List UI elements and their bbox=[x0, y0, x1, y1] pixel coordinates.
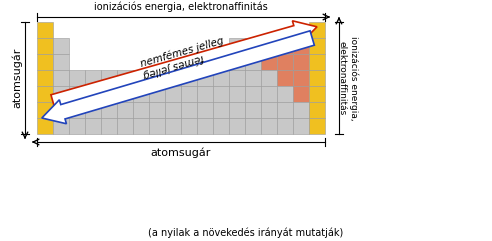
Bar bbox=[229, 102, 245, 118]
Bar bbox=[53, 86, 69, 102]
Bar bbox=[37, 38, 53, 54]
Bar bbox=[69, 70, 85, 86]
Text: atomsugár: atomsugár bbox=[151, 147, 211, 158]
Bar bbox=[229, 54, 245, 70]
Bar bbox=[229, 86, 245, 102]
Bar bbox=[261, 102, 277, 118]
Bar bbox=[149, 102, 165, 118]
Bar bbox=[53, 54, 69, 70]
Bar bbox=[245, 54, 261, 70]
Bar bbox=[101, 118, 117, 134]
Bar bbox=[149, 118, 165, 134]
Text: (a nyilak a növekedés irányát mutatják): (a nyilak a növekedés irányát mutatják) bbox=[149, 228, 343, 238]
Bar bbox=[165, 70, 181, 86]
Bar bbox=[229, 118, 245, 134]
Bar bbox=[261, 86, 277, 102]
Bar bbox=[117, 70, 133, 86]
Bar bbox=[197, 102, 213, 118]
Bar bbox=[277, 102, 293, 118]
Bar bbox=[197, 118, 213, 134]
Bar bbox=[181, 86, 197, 102]
Bar bbox=[133, 86, 149, 102]
Bar bbox=[149, 70, 165, 86]
Bar bbox=[37, 102, 53, 118]
Text: atomsugár: atomsugár bbox=[12, 48, 22, 108]
Bar bbox=[181, 102, 197, 118]
Bar bbox=[277, 54, 293, 70]
Bar bbox=[309, 54, 325, 70]
Bar bbox=[293, 38, 309, 54]
Bar bbox=[117, 118, 133, 134]
Bar bbox=[37, 70, 53, 86]
Bar bbox=[101, 86, 117, 102]
Bar bbox=[213, 70, 229, 86]
Bar bbox=[277, 38, 293, 54]
Bar bbox=[261, 54, 277, 70]
Bar bbox=[53, 38, 69, 54]
Bar bbox=[261, 38, 277, 54]
Bar bbox=[245, 102, 261, 118]
Bar bbox=[165, 118, 181, 134]
Bar bbox=[309, 22, 325, 38]
Bar bbox=[213, 102, 229, 118]
Bar bbox=[309, 86, 325, 102]
Bar bbox=[85, 102, 101, 118]
Bar bbox=[69, 102, 85, 118]
Bar bbox=[309, 70, 325, 86]
Bar bbox=[197, 70, 213, 86]
Bar bbox=[85, 86, 101, 102]
Bar bbox=[117, 86, 133, 102]
Bar bbox=[85, 118, 101, 134]
Bar bbox=[277, 118, 293, 134]
Bar bbox=[309, 38, 325, 54]
Bar bbox=[277, 86, 293, 102]
Bar bbox=[37, 54, 53, 70]
Text: nemfémes jelleg: nemfémes jelleg bbox=[139, 35, 224, 69]
Bar bbox=[133, 102, 149, 118]
Bar bbox=[277, 70, 293, 86]
Bar bbox=[213, 86, 229, 102]
Bar bbox=[37, 86, 53, 102]
Bar bbox=[149, 86, 165, 102]
Bar bbox=[229, 38, 245, 54]
Bar bbox=[245, 86, 261, 102]
Bar bbox=[101, 102, 117, 118]
Bar bbox=[101, 70, 117, 86]
Bar bbox=[245, 38, 261, 54]
Bar bbox=[181, 118, 197, 134]
Bar bbox=[165, 86, 181, 102]
Bar bbox=[133, 70, 149, 86]
Bar bbox=[37, 118, 53, 134]
Bar bbox=[53, 70, 69, 86]
FancyArrow shape bbox=[42, 31, 314, 124]
Text: ionizációs energia, elektronaffinitás: ionizációs energia, elektronaffinitás bbox=[94, 1, 268, 12]
Bar bbox=[293, 54, 309, 70]
Bar bbox=[181, 70, 197, 86]
Bar bbox=[245, 70, 261, 86]
Bar bbox=[309, 102, 325, 118]
Bar bbox=[37, 22, 53, 38]
Bar bbox=[245, 118, 261, 134]
Bar bbox=[213, 118, 229, 134]
Text: ionizációs energia,
elektronaffinitás: ionizációs energia, elektronaffinitás bbox=[338, 36, 358, 120]
Bar bbox=[69, 118, 85, 134]
Bar bbox=[133, 118, 149, 134]
Bar bbox=[309, 118, 325, 134]
FancyArrow shape bbox=[51, 21, 317, 109]
Bar bbox=[293, 70, 309, 86]
Bar bbox=[53, 118, 69, 134]
Bar bbox=[261, 118, 277, 134]
Bar bbox=[293, 86, 309, 102]
Bar bbox=[293, 102, 309, 118]
Bar bbox=[69, 86, 85, 102]
Bar bbox=[85, 70, 101, 86]
Bar bbox=[197, 86, 213, 102]
Bar bbox=[261, 70, 277, 86]
Bar bbox=[53, 102, 69, 118]
Bar bbox=[229, 70, 245, 86]
Bar bbox=[117, 102, 133, 118]
Bar bbox=[293, 118, 309, 134]
Bar bbox=[165, 102, 181, 118]
Text: fémes jelleg: fémes jelleg bbox=[142, 52, 205, 80]
